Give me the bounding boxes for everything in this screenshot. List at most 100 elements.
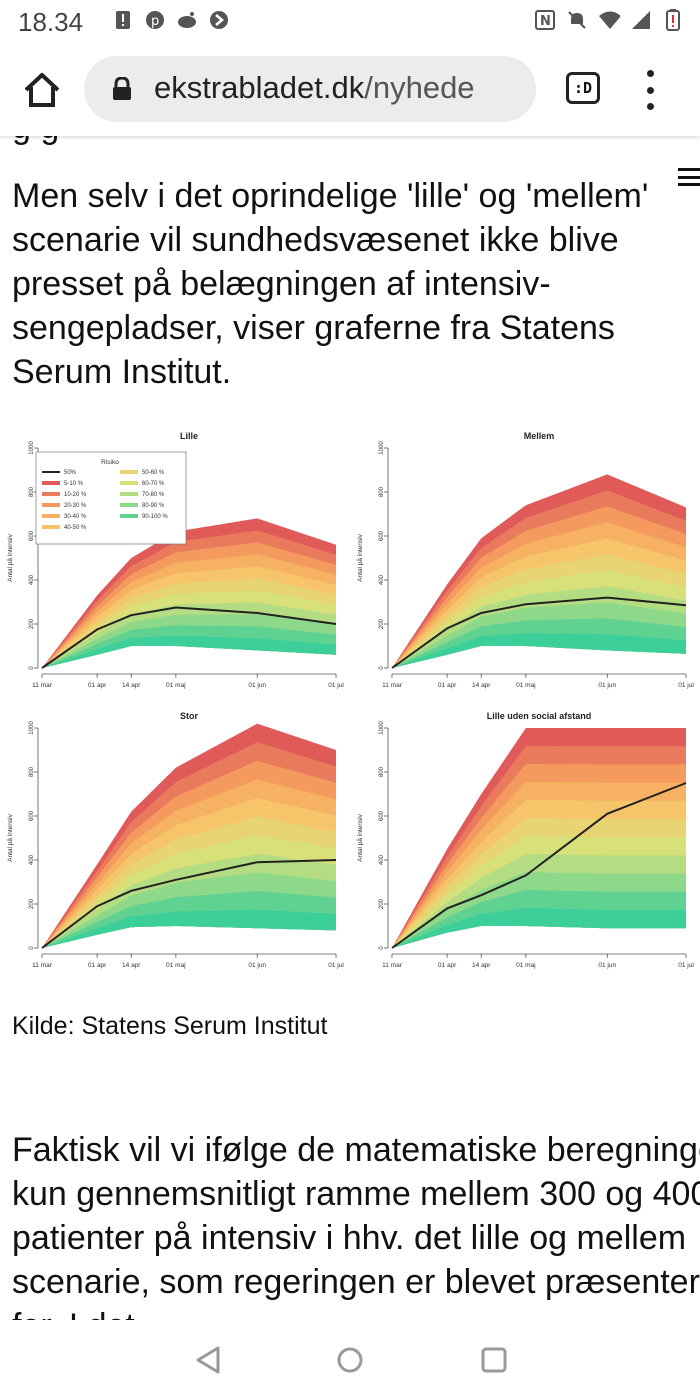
legend-entry-label: 50% bbox=[64, 470, 77, 476]
wifi-icon bbox=[598, 9, 620, 31]
legend-entry-label: 50-60 % bbox=[142, 470, 165, 476]
y-tick-label: 0 bbox=[379, 666, 385, 670]
chart-lille: Lille 0 200 400 600 800 1000 11 mar 01 apr 14 apr… bbox=[0, 426, 350, 701]
y-tick-label: 600 bbox=[379, 530, 385, 541]
legend-entry-label: 80-90 % bbox=[142, 503, 165, 509]
y-tick-label: 400 bbox=[379, 574, 385, 585]
y-tick-label: 200 bbox=[379, 618, 385, 629]
signal-icon bbox=[630, 9, 652, 31]
x-tick-label: 01 maj bbox=[516, 962, 536, 969]
median-line bbox=[41, 859, 337, 949]
y-tick-label: 0 bbox=[379, 946, 385, 950]
back-triangle-icon bbox=[196, 1346, 220, 1374]
notification-icon bbox=[112, 9, 134, 31]
y-axis-label: Antal på intensiv bbox=[356, 813, 364, 861]
hamburger-menu-icon[interactable] bbox=[678, 168, 700, 186]
y-tick-label: 1000 bbox=[29, 721, 35, 735]
y-tick-label: 600 bbox=[29, 810, 35, 821]
y-axis-label: Antal på intensiv bbox=[6, 533, 14, 581]
legend-entry-label: 40-50 % bbox=[64, 525, 87, 531]
x-tick-label: 01 apr bbox=[438, 962, 457, 969]
y-tick-label: 400 bbox=[29, 574, 35, 585]
x-tick-label: 14 apr bbox=[472, 962, 491, 969]
article-content: g g Men selv i det oprindelige 'lille' o… bbox=[0, 136, 700, 1320]
y-tick-label: 600 bbox=[379, 810, 385, 821]
chart-figure: Lille 0 200 400 600 800 1000 11 mar 01 apr 14 apr… bbox=[0, 426, 700, 981]
recents-square-icon bbox=[481, 1347, 507, 1373]
url-host: ekstrabladet.dk bbox=[154, 70, 365, 105]
chart-title: Lille bbox=[180, 431, 198, 441]
x-tick-label: 01 jul bbox=[328, 682, 344, 689]
menu-dot-icon bbox=[646, 103, 654, 110]
y-tick-label: 800 bbox=[379, 766, 385, 777]
article-paragraph: Faktisk vil vi ifølge de matematiske ber… bbox=[12, 1131, 700, 1320]
chart-lille-uden-social-afstand: Lille uden social afstand 0 200 400 600 800 10… bbox=[350, 706, 700, 981]
status-bar: 18.34 p N bbox=[0, 0, 700, 44]
y-tick-label: 1000 bbox=[29, 441, 35, 455]
risk-band-area bbox=[42, 635, 336, 668]
x-tick-label: 01 jun bbox=[248, 962, 266, 969]
risk-band-area bbox=[392, 633, 686, 668]
reddit-icon bbox=[176, 9, 198, 31]
figure-caption: Kilde: Statens Serum Institut bbox=[12, 1012, 328, 1040]
chart-mellem: Mellem 0 200 400 600 800 1000 11 mar 01 apr 14 ap… bbox=[350, 426, 700, 701]
y-tick-label: 800 bbox=[29, 486, 35, 497]
y-tick-label: 200 bbox=[29, 618, 35, 629]
y-tick-label: 0 bbox=[29, 666, 35, 670]
x-tick-label: 01 maj bbox=[166, 962, 186, 969]
chart-title: Stor bbox=[180, 711, 198, 721]
legend-entry-label: 5-10 % bbox=[64, 481, 84, 487]
url-text: ekstrabladet.dk/nyhede bbox=[154, 70, 475, 106]
menu-dot-icon bbox=[646, 86, 654, 94]
system-navigation-bar bbox=[0, 1320, 700, 1400]
y-tick-label: 800 bbox=[29, 766, 35, 777]
x-tick-label: 01 maj bbox=[166, 682, 186, 689]
address-bar[interactable]: ekstrabladet.dk/nyhede bbox=[84, 56, 536, 122]
recents-button[interactable] bbox=[478, 1344, 510, 1376]
y-tick-label: 400 bbox=[379, 854, 385, 865]
legend-entry-label: 10-20 % bbox=[64, 492, 87, 498]
risk-band-area bbox=[42, 909, 336, 948]
back-button[interactable] bbox=[192, 1344, 224, 1376]
y-tick-label: 600 bbox=[29, 530, 35, 541]
median-line bbox=[391, 596, 687, 669]
chart-stor: Stor 0 200 400 600 800 1000 11 mar 01 apr 14 apr 0… bbox=[0, 706, 350, 981]
y-axis-label: Antal på intensiv bbox=[356, 533, 364, 581]
home-nav-button[interactable] bbox=[334, 1344, 366, 1376]
legend-entry-label: 30-40 % bbox=[64, 514, 87, 520]
x-tick-label: 14 apr bbox=[472, 682, 491, 689]
x-tick-label: 01 apr bbox=[88, 962, 107, 969]
legend-entry-label: 70-80 % bbox=[142, 492, 165, 498]
x-tick-label: 01 jul bbox=[328, 962, 344, 969]
tab-switcher-label: :D bbox=[573, 79, 593, 97]
x-tick-label: 11 mar bbox=[32, 962, 53, 969]
x-tick-label: 01 jul bbox=[678, 962, 694, 969]
y-tick-label: 200 bbox=[29, 898, 35, 909]
chart-title: Lille uden social afstand bbox=[487, 711, 592, 721]
chart-legend: Risiko 50% 5-10 % 10-20 % 20-30 % 30-40 % 40-5… bbox=[35, 451, 187, 545]
article-paragraph: Men selv i det oprindelige 'lille' og 'm… bbox=[12, 177, 649, 391]
svg-text:p: p bbox=[151, 14, 159, 29]
legend-entry-label: 60-70 % bbox=[142, 481, 165, 487]
y-axis-label: Antal på intensiv bbox=[6, 813, 14, 861]
x-tick-label: 01 jun bbox=[598, 962, 616, 969]
browser-toolbar: ekstrabladet.dk/nyhede :D bbox=[0, 44, 700, 136]
x-tick-label: 11 mar bbox=[382, 962, 403, 969]
median-line bbox=[391, 782, 687, 949]
pinterest-icon: p bbox=[144, 9, 166, 31]
y-tick-label: 1000 bbox=[379, 441, 385, 455]
legend-entry-label: 90-100 % bbox=[142, 514, 168, 520]
status-time: 18.34 bbox=[18, 7, 84, 37]
risk-band-area bbox=[392, 908, 686, 948]
home-button[interactable] bbox=[20, 68, 64, 112]
y-tick-label: 800 bbox=[379, 486, 385, 497]
x-tick-label: 01 jul bbox=[678, 682, 694, 689]
x-tick-label: 01 apr bbox=[88, 682, 107, 689]
lock-icon bbox=[112, 76, 132, 101]
overflow-menu-button[interactable] bbox=[640, 70, 660, 110]
nfc-icon: N bbox=[534, 9, 556, 31]
clipped-previous-line: g g bbox=[12, 136, 59, 147]
tab-switcher-button[interactable]: :D bbox=[566, 72, 600, 104]
legend-title: Risiko bbox=[101, 459, 119, 466]
legend-entry-label: 20-30 % bbox=[64, 503, 87, 509]
